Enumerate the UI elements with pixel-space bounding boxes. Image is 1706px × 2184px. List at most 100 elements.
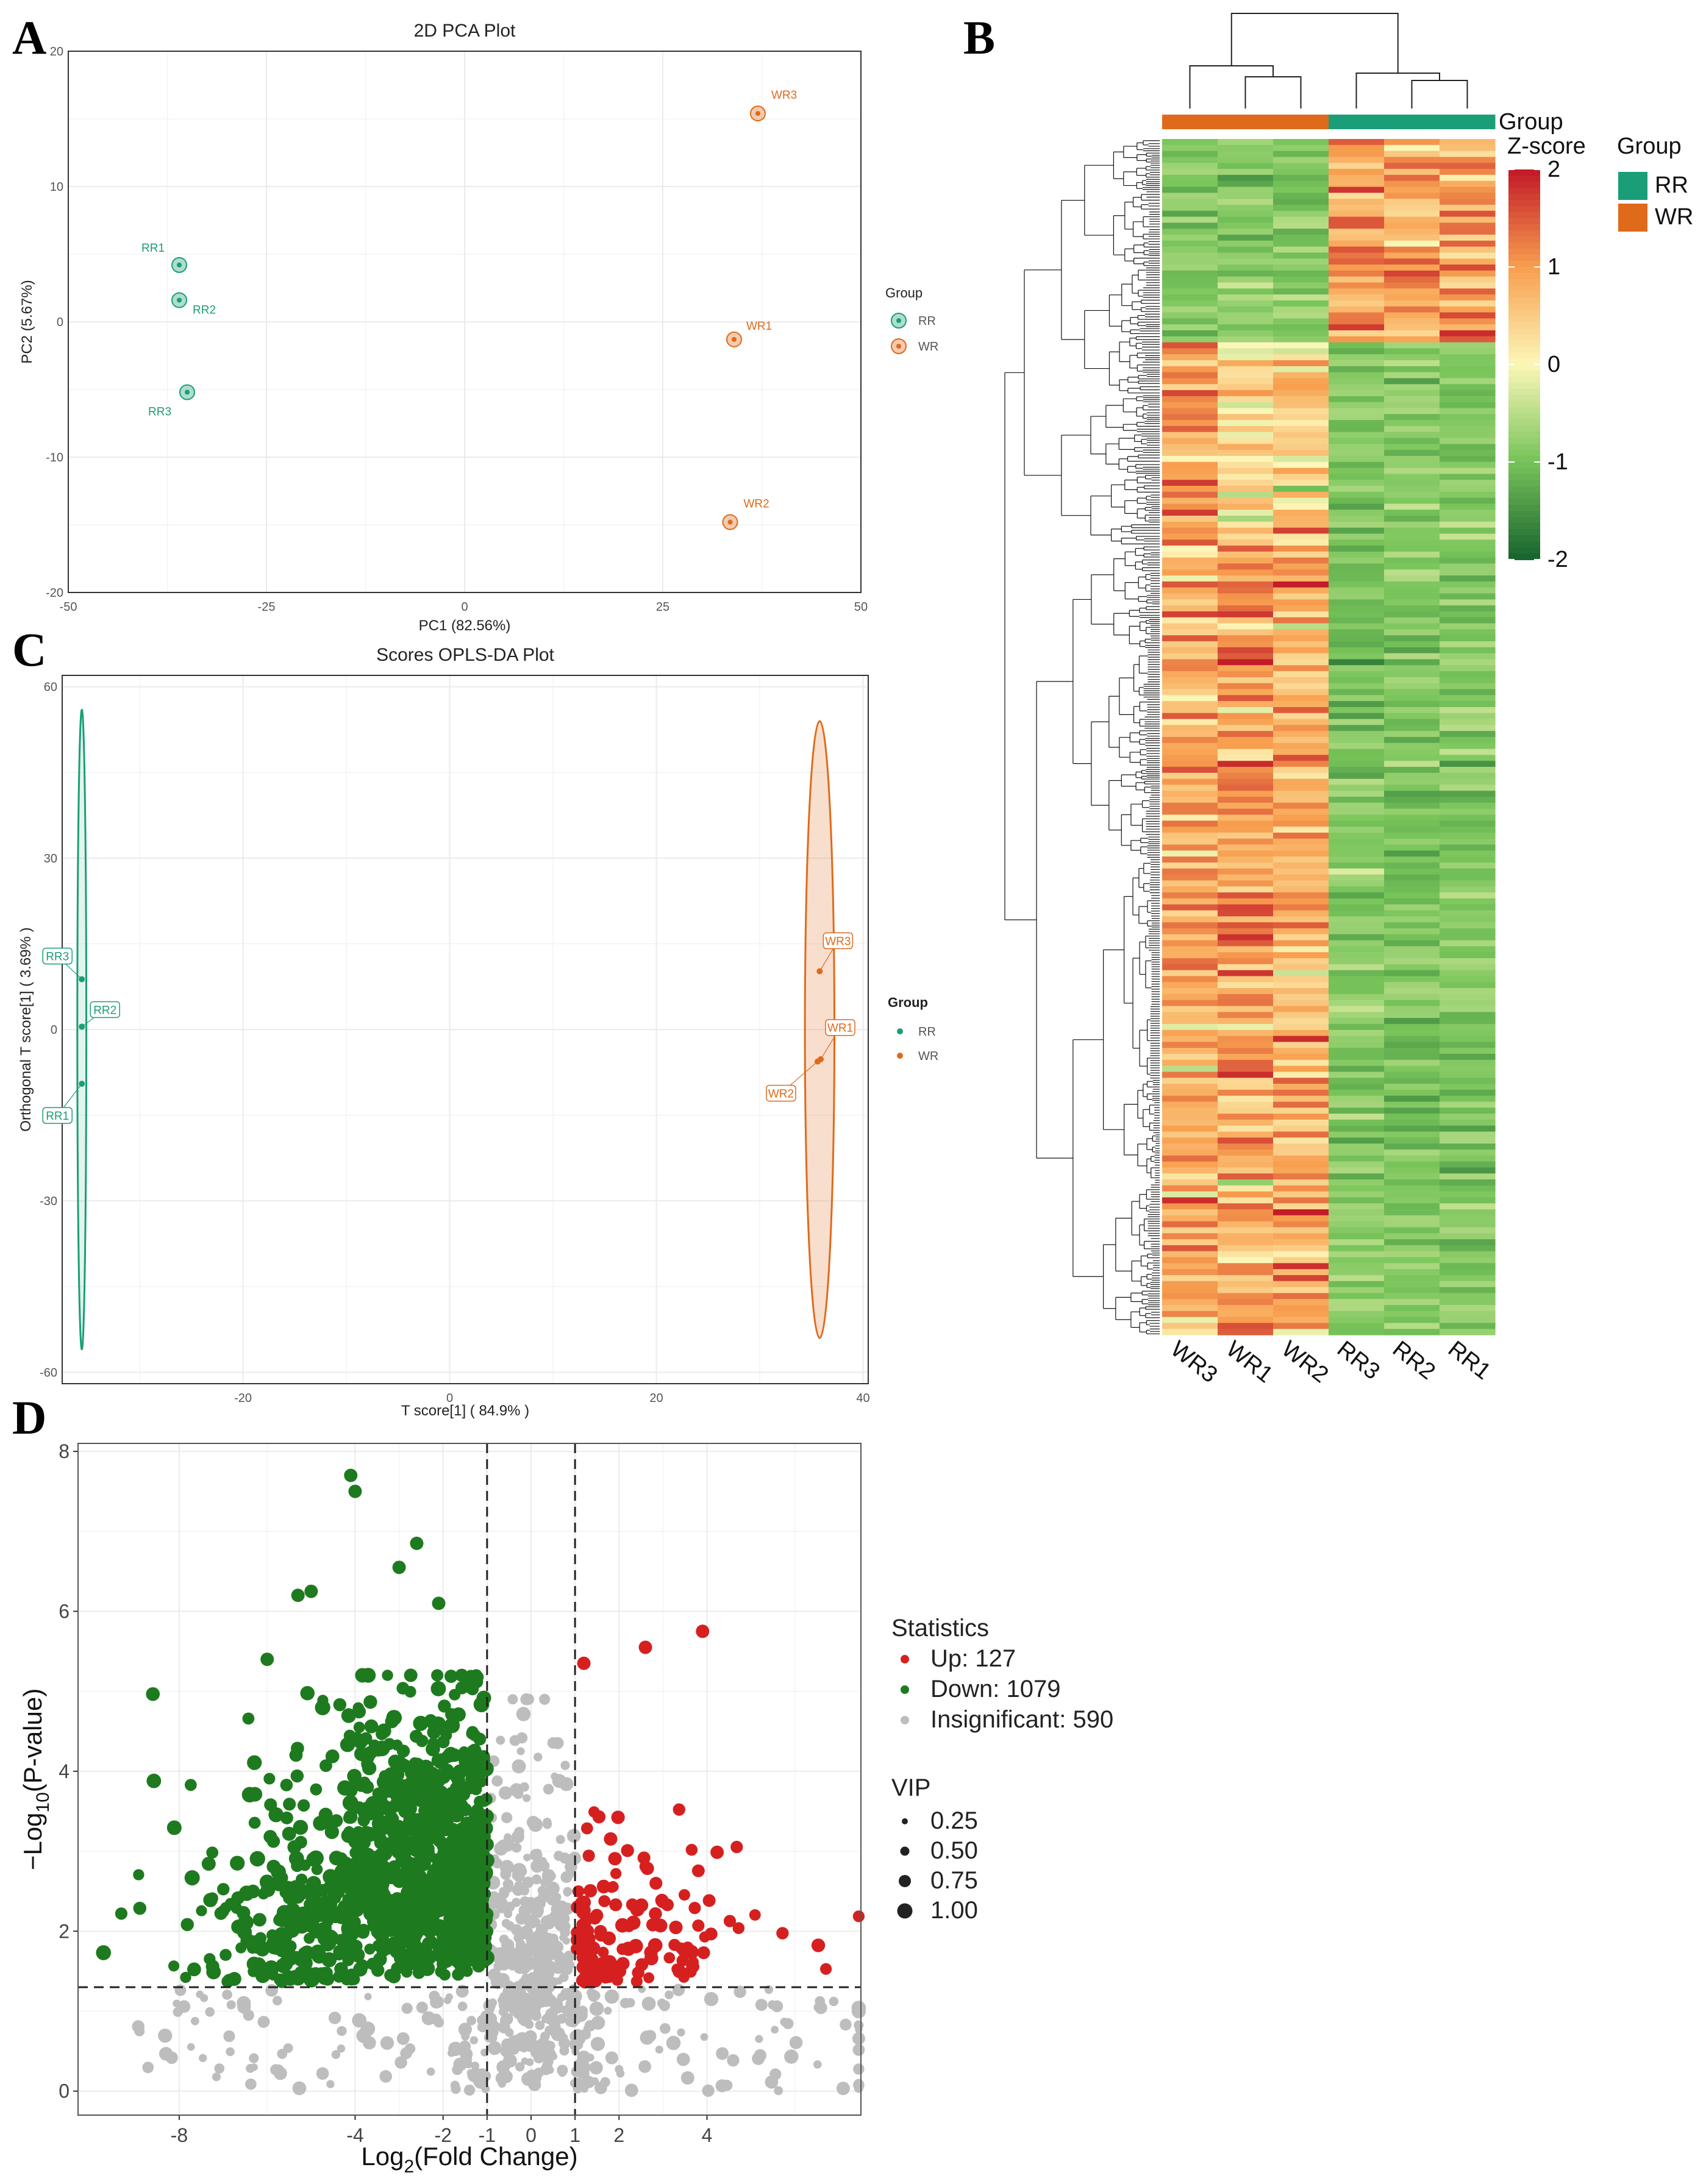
volcano-point <box>391 1893 405 1907</box>
heatmap-cell <box>1440 210 1496 218</box>
heatmap-cell <box>1273 1173 1329 1180</box>
heatmap-cell <box>1440 468 1496 474</box>
volcano-point <box>300 1686 315 1701</box>
volcano-point <box>534 1908 543 1918</box>
heatmap-cell <box>1162 1137 1218 1144</box>
heatmap-cell <box>1218 898 1274 905</box>
heatmap-cell <box>1162 778 1218 786</box>
zscore-step <box>1508 517 1540 524</box>
volcano-point <box>235 1942 247 1954</box>
heatmap-cell <box>1440 1083 1496 1090</box>
heatmap-cell <box>1218 539 1274 546</box>
heatmap-cell <box>1329 976 1385 983</box>
heatmap-cell <box>1329 306 1385 313</box>
heatmap-cell <box>1384 982 1440 989</box>
heatmap-cell <box>1273 910 1329 917</box>
heatmap-cell <box>1440 294 1496 301</box>
heatmap-cell <box>1273 402 1329 409</box>
stats-legend-label: Down: 1079 <box>930 1676 1060 1702</box>
volcano-point <box>513 1870 525 1882</box>
heatmap-cell <box>1440 432 1496 439</box>
heatmap-legend-key <box>1618 172 1647 200</box>
pca-x-tick: -50 <box>60 600 77 614</box>
heatmap-column-label: RR2 <box>1388 1336 1440 1385</box>
heatmap-cell <box>1384 491 1440 499</box>
heatmap-cell <box>1273 557 1329 564</box>
heatmap-cell <box>1384 139 1440 146</box>
heatmap-cell <box>1273 647 1329 654</box>
heatmap-cell <box>1384 1167 1440 1174</box>
volcano-point <box>276 1976 288 1988</box>
heatmap-cell <box>1218 629 1274 636</box>
heatmap-cell <box>1218 1000 1274 1007</box>
heatmap-cell <box>1218 1048 1274 1055</box>
volcano-point <box>420 1797 434 1811</box>
heatmap-cell <box>1329 1221 1385 1228</box>
heatmap-cell <box>1218 1245 1274 1252</box>
heatmap-cell <box>1273 539 1329 546</box>
heatmap-cell <box>1273 1131 1329 1138</box>
heatmap-cell <box>1162 1197 1218 1204</box>
heatmap-cell <box>1273 1209 1329 1216</box>
heatmap-cell <box>1384 378 1440 385</box>
heatmap-cell <box>1440 713 1496 720</box>
volcano-point <box>537 1885 547 1895</box>
heatmap-cell <box>1329 1131 1385 1138</box>
opls-x-tick: 20 <box>649 1392 663 1405</box>
volcano-point <box>733 1985 746 1998</box>
heatmap-cell <box>1162 772 1218 780</box>
volcano-point <box>473 1732 487 1746</box>
volcano-point <box>478 1939 493 1954</box>
heatmap-cell <box>1273 994 1329 1001</box>
volcano-point <box>438 1949 453 1965</box>
zscore-step <box>1508 322 1540 329</box>
heatmap-cell <box>1329 659 1385 666</box>
heatmap-cell <box>1384 731 1440 738</box>
heatmap-cell <box>1329 199 1385 205</box>
heatmap-cell <box>1162 599 1218 606</box>
vip-legend-label: 1.00 <box>930 1897 978 1924</box>
volcano-point <box>426 1741 440 1757</box>
volcano-point <box>555 1977 563 1985</box>
heatmap-cell <box>1384 850 1440 857</box>
volcano-point <box>217 1883 230 1896</box>
heatmap-cell <box>1162 1030 1218 1037</box>
heatmap-cell <box>1440 814 1496 821</box>
heatmap-cell <box>1218 742 1274 750</box>
heatmap-cell <box>1162 414 1218 421</box>
volcano-point <box>184 1779 197 1791</box>
volcano-point <box>431 1995 444 2008</box>
heatmap-cell <box>1162 808 1218 816</box>
heatmap-cell <box>1329 204 1385 212</box>
heatmap-cell <box>1384 868 1440 875</box>
heatmap-cell <box>1218 557 1274 564</box>
heatmap-cell <box>1329 1251 1385 1258</box>
heatmap-cell <box>1218 1185 1274 1192</box>
heatmap-cell <box>1384 527 1440 535</box>
heatmap-cell <box>1329 1012 1385 1019</box>
heatmap-cell <box>1329 425 1385 433</box>
heatmap-cell <box>1384 390 1440 397</box>
heatmap-cell <box>1162 408 1218 414</box>
heatmap-cell <box>1162 222 1218 229</box>
heatmap-cell <box>1273 940 1329 947</box>
heatmap-cell <box>1384 425 1440 433</box>
volcano-point <box>829 1996 839 2007</box>
heatmap-cell <box>1384 581 1440 588</box>
heatmap-cell <box>1440 276 1496 283</box>
volcano-point <box>499 2069 513 2083</box>
volcano-point <box>415 1946 430 1962</box>
heatmap-cell <box>1384 964 1440 971</box>
volcano-point <box>432 1596 446 1610</box>
volcano-x-tick: 4 <box>702 2124 713 2146</box>
heatmap-column-label: WR3 <box>1166 1336 1222 1388</box>
volcano-point <box>480 2070 491 2082</box>
heatmap-cell <box>1218 587 1274 594</box>
heatmap-cell <box>1273 336 1329 343</box>
heatmap-cell <box>1440 731 1496 738</box>
heatmap-cell <box>1384 455 1440 463</box>
heatmap-cell <box>1162 1101 1218 1108</box>
dendrogram-link <box>1230 13 1399 73</box>
heatmap-cell <box>1162 1053 1218 1061</box>
heatmap-cell <box>1162 425 1218 433</box>
